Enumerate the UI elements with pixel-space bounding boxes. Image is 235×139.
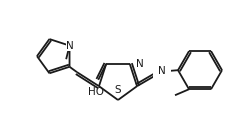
Text: N: N	[136, 59, 144, 69]
Text: N: N	[158, 66, 166, 76]
Text: S: S	[115, 85, 121, 95]
Text: HO: HO	[88, 87, 104, 97]
Text: N: N	[66, 41, 73, 51]
